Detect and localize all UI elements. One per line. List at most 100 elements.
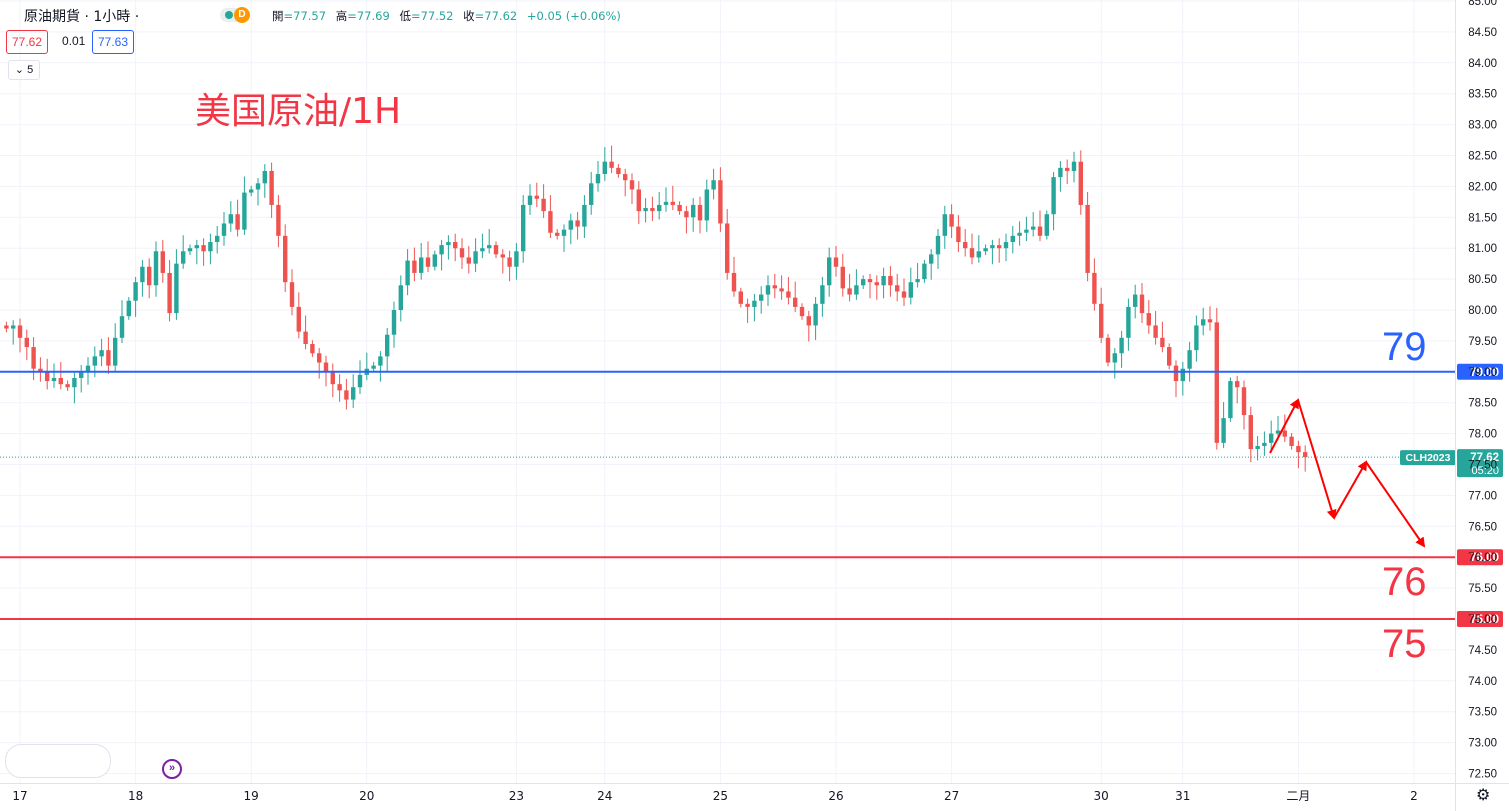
x-tick-label: 25	[713, 789, 728, 803]
candle	[881, 267, 886, 299]
candle	[1099, 287, 1104, 344]
candle-body	[167, 272, 172, 314]
candle	[215, 225, 220, 254]
candle-body	[453, 242, 458, 249]
candle	[17, 318, 23, 353]
candle-body	[473, 251, 478, 264]
candle-body	[684, 211, 689, 218]
candle-body	[1187, 350, 1192, 369]
candle-body	[752, 300, 757, 307]
level-price-text: 79.00	[1470, 367, 1499, 379]
candle	[296, 292, 301, 339]
gear-icon[interactable]: ⚙	[1476, 787, 1491, 804]
candle-body	[969, 248, 975, 258]
candle	[113, 323, 118, 373]
candle	[1058, 161, 1063, 192]
x-tick-label: 30	[1094, 789, 1109, 803]
symbol-title[interactable]: 原油期貨 · 1小時 ·	[24, 9, 140, 25]
candle-body	[820, 285, 825, 304]
buy-price-button[interactable]: 77.63	[92, 30, 135, 54]
candle-body	[1214, 322, 1219, 443]
candle	[453, 233, 458, 262]
candle	[79, 365, 84, 393]
candle-body	[602, 161, 607, 175]
level-price-tag	[1457, 611, 1503, 627]
candle	[1010, 225, 1015, 254]
candle	[45, 358, 50, 390]
candle	[725, 208, 730, 280]
candle-body	[1105, 337, 1111, 363]
candle	[691, 198, 696, 232]
candle	[636, 181, 641, 225]
level-price-tag	[1457, 549, 1503, 566]
candle	[371, 361, 376, 373]
candle	[514, 242, 519, 280]
candle	[582, 195, 587, 239]
candle-body	[1003, 242, 1009, 249]
candle-body	[385, 334, 390, 357]
candle-body	[11, 325, 16, 329]
candle-body	[439, 245, 444, 255]
candle	[568, 213, 573, 245]
candle	[31, 337, 36, 381]
candle-body	[480, 248, 485, 252]
candle-body	[500, 254, 505, 258]
collapse-indicators-button[interactable]: ⌄ 5	[8, 60, 40, 80]
level-75-label: 75	[1382, 622, 1427, 666]
candle	[1289, 432, 1294, 450]
candle	[820, 276, 825, 317]
candle	[854, 269, 859, 300]
x-tick-label: 17	[12, 789, 27, 803]
candle	[459, 238, 465, 269]
candle-body	[1010, 235, 1015, 243]
candle-body	[310, 343, 315, 354]
candle-body	[956, 226, 961, 243]
candle	[1167, 343, 1172, 370]
sell-price-button[interactable]: 77.62	[6, 30, 49, 54]
candle	[344, 378, 349, 410]
candle-body	[1146, 313, 1151, 326]
candle-body	[942, 214, 947, 236]
candle-body	[201, 245, 206, 252]
candle	[1187, 341, 1192, 382]
candle	[330, 363, 335, 398]
candle	[106, 337, 111, 374]
candle-body	[799, 306, 805, 317]
price-axis: 85.00 84.50 84.00 83.50 83.00 82.50 82.00 81.50…	[1455, 0, 1497, 811]
candle-body	[1228, 381, 1233, 419]
candle-body	[466, 257, 471, 264]
x-tick-label: 31	[1175, 789, 1190, 803]
candle	[1303, 445, 1308, 472]
candle	[153, 241, 159, 297]
candle-body	[609, 161, 614, 168]
candle	[289, 269, 295, 316]
candle-body	[276, 204, 281, 236]
candle-body	[568, 220, 573, 230]
candle-body	[1044, 214, 1049, 236]
candle	[303, 315, 308, 350]
delayed-data-badge[interactable]: D	[234, 7, 250, 23]
y-tick-label: 78.50	[1468, 398, 1497, 410]
candle	[1241, 380, 1247, 430]
candle	[731, 256, 737, 297]
candle-body	[833, 257, 839, 267]
candle	[527, 184, 533, 215]
scroll-to-realtime-icon[interactable]: »	[162, 759, 182, 779]
symbol-search-pill[interactable]	[5, 744, 111, 778]
candle-body	[772, 285, 777, 289]
candle	[623, 168, 628, 197]
candle-body	[1303, 452, 1308, 458]
candle-body	[405, 260, 410, 286]
x-tick-label: 18	[128, 789, 143, 803]
candle-body	[1241, 387, 1247, 416]
spread-value: 0.01	[62, 34, 86, 48]
candle-body	[357, 374, 363, 388]
candle-body	[330, 371, 335, 385]
candle-body	[1099, 303, 1104, 338]
candle-body	[337, 384, 342, 391]
candle-body	[1071, 161, 1077, 171]
candle	[963, 229, 968, 257]
candle-body	[534, 195, 539, 199]
candle-body	[888, 276, 893, 286]
